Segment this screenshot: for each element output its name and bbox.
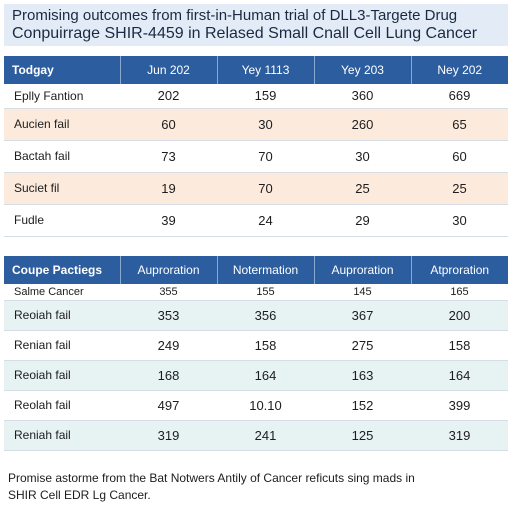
table-cell: 275	[314, 330, 411, 361]
row-label: Suciet fil	[4, 172, 120, 205]
table-cell: 30	[314, 140, 411, 173]
table-cell: 353	[120, 300, 217, 331]
table-cell: 164	[411, 360, 508, 391]
row-label: Reolah fail	[4, 390, 120, 421]
title-banner: Promising outcomes from first-in-Human t…	[4, 4, 508, 46]
table-cell: 497	[120, 390, 217, 421]
table-cell: 39	[120, 204, 217, 237]
column-header: Yey 1113	[216, 56, 314, 84]
table-cell: 356	[217, 300, 314, 331]
row-label: Reniah fail	[4, 420, 120, 451]
row-label: Renian fail	[4, 330, 120, 361]
table-row: Suciet fil 19 70 25 25	[4, 172, 508, 205]
table-cell: 25	[411, 172, 508, 205]
column-header: Auproration	[119, 256, 217, 284]
table-header-row: Todgay Jun 202 Yey 1113 Yey 203 Ney 202	[4, 56, 508, 84]
table-cell: 30	[411, 204, 508, 237]
table-cell: 65	[411, 108, 508, 141]
row-label: Fudle	[4, 204, 120, 237]
table-cell: 19	[120, 172, 217, 205]
row-label: Salme Cancer	[4, 284, 120, 301]
table-cell: 249	[120, 330, 217, 361]
row-label: Reoiah fail	[4, 360, 120, 391]
table-cell: 200	[411, 300, 508, 331]
column-header: Auproration	[313, 256, 411, 284]
table-cell: 367	[314, 300, 411, 331]
table-cell: 399	[411, 390, 508, 421]
table-cell: 319	[411, 420, 508, 451]
table-cell: 70	[217, 140, 314, 173]
outcomes-table: Todgay Jun 202 Yey 1113 Yey 203 Ney 202 …	[4, 56, 508, 237]
title-line-2: Conpuirrage SHIR-4459 in Relased Small C…	[12, 25, 478, 42]
footnote-line-2: SHIR Cell EDR Lg Cancer.	[8, 488, 151, 502]
title-line-1: Promising outcomes from first-in-Human t…	[12, 7, 458, 24]
table-cell: 158	[217, 330, 314, 361]
table-cell: 10.10	[217, 390, 314, 421]
table-cell: 30	[217, 108, 314, 141]
column-header: Jun 202	[119, 56, 217, 84]
column-header: Notermation	[216, 256, 314, 284]
row-label: Reoiah fail	[4, 300, 120, 331]
table-cell: 152	[314, 390, 411, 421]
column-header: Ney 202	[410, 56, 508, 84]
table-row: Aucien fail 60 30 260 65	[4, 108, 508, 141]
table-cell: 355	[120, 284, 217, 301]
table-row: Eplly Fantion 202 159 360 669	[4, 84, 508, 109]
table-cell: 202	[120, 84, 217, 109]
table-row: Salme Cancer 355 155 145 165	[4, 284, 508, 301]
table-cell: 29	[314, 204, 411, 237]
column-header: Yey 203	[313, 56, 411, 84]
table-cell: 158	[411, 330, 508, 361]
table-cell: 60	[411, 140, 508, 173]
column-header: Coupe Pactiegs	[4, 256, 120, 284]
table-header-row: Coupe Pactiegs Auproration Notermation A…	[4, 256, 508, 284]
table-cell: 260	[314, 108, 411, 141]
footnote-line-1: Promise astorme from the Bat Notwers Ant…	[8, 471, 415, 485]
table-cell: 241	[217, 420, 314, 451]
table-cell: 25	[314, 172, 411, 205]
table-row: Bactah fail 73 70 30 60	[4, 140, 508, 173]
column-header: Todgay	[4, 56, 120, 84]
table-cell: 125	[314, 420, 411, 451]
table-row: Reniah fail 319 241 125 319	[4, 420, 508, 451]
table-row: Reoiah fail 168 164 163 164	[4, 360, 508, 391]
table-cell: 60	[120, 108, 217, 141]
table-cell: 163	[314, 360, 411, 391]
row-label: Aucien fail	[4, 108, 120, 141]
footnote: Promise astorme from the Bat Notwers Ant…	[8, 470, 504, 504]
table-row: Reoiah fail 353 356 367 200	[4, 300, 508, 331]
table-row: Fudle 39 24 29 30	[4, 204, 508, 237]
table-cell: 73	[120, 140, 217, 173]
row-label: Eplly Fantion	[4, 84, 120, 109]
table-cell: 165	[411, 284, 508, 301]
table-cell: 669	[411, 84, 508, 109]
table-row: Reolah fail 497 10.10 152 399	[4, 390, 508, 421]
table-cell: 319	[120, 420, 217, 451]
table-cell: 70	[217, 172, 314, 205]
row-label: Bactah fail	[4, 140, 120, 173]
table-cell: 24	[217, 204, 314, 237]
table-cell: 360	[314, 84, 411, 109]
table-cell: 155	[217, 284, 314, 301]
table-cell: 168	[120, 360, 217, 391]
table-cell: 159	[217, 84, 314, 109]
patient-cohort-table: Coupe Pactiegs Auproration Notermation A…	[4, 256, 508, 451]
table-cell: 164	[217, 360, 314, 391]
column-header: Atproration	[410, 256, 508, 284]
table-cell: 145	[314, 284, 411, 301]
table-row: Renian fail 249 158 275 158	[4, 330, 508, 361]
